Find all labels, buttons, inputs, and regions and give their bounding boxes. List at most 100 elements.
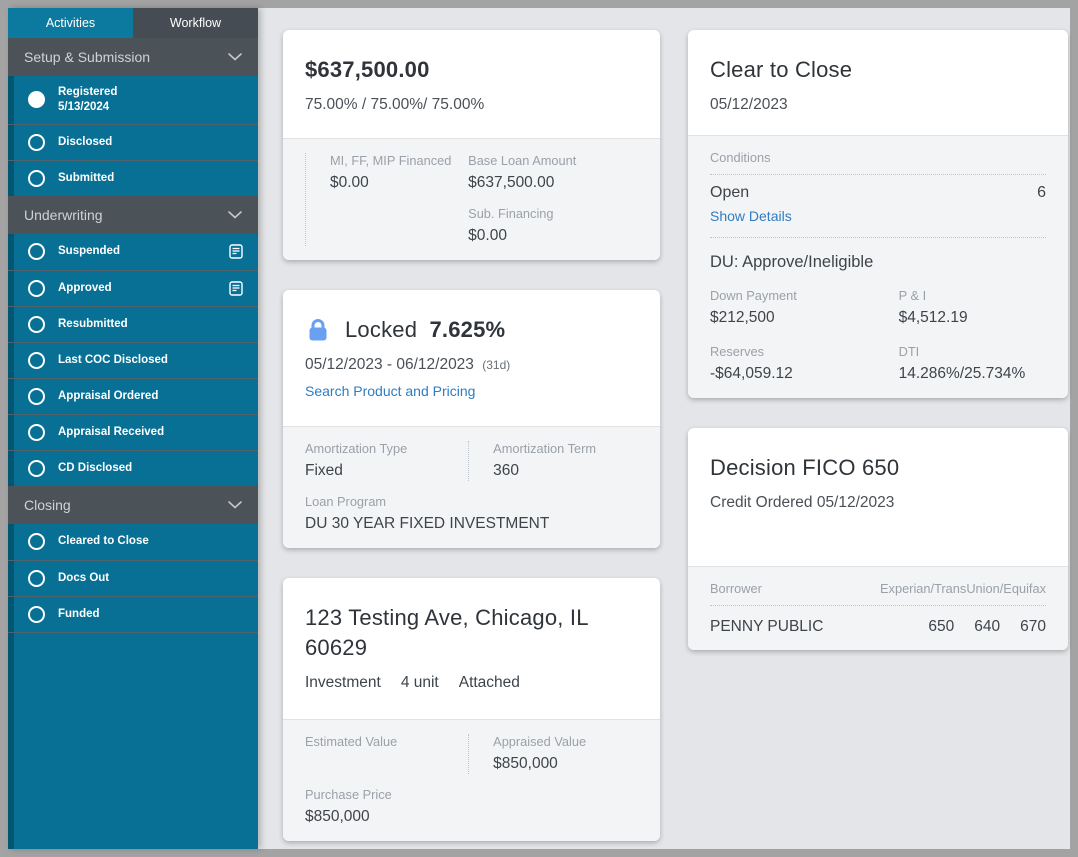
search-product-pricing-link[interactable]: Search Product and Pricing (305, 382, 476, 399)
mi-ff-mip-field: MI, FF, MIP Financed $0.00 (305, 153, 468, 246)
milestone-sidebar: Activities Workflow Setup & Submission R… (8, 8, 258, 849)
field-value: $637,500.00 (468, 174, 555, 191)
section-setup-submission[interactable]: Setup & Submission (8, 38, 258, 76)
loan-amount-card: $637,500.00 75.00% / 75.00%/ 75.00% Base… (283, 30, 660, 260)
milestone-docs-out[interactable]: Docs Out (8, 559, 258, 596)
conditions-panel: Conditions Open 6 Show Details DU: Appro… (688, 135, 1068, 398)
tab-workflow[interactable]: Workflow (133, 8, 258, 38)
loan-amount-title: $637,500.00 (305, 57, 430, 82)
units-tag: 4 unit (400, 674, 439, 692)
milestone-cleared-to-close[interactable]: Cleared to Close (8, 524, 258, 560)
milestone-pending-icon (28, 169, 45, 187)
chevron-down-icon (228, 211, 242, 219)
field-value: $4,512.19 (898, 309, 968, 326)
milestone-name: Registered (58, 86, 118, 98)
field-value: $0.00 (468, 227, 507, 244)
du-status: DU: Approve/Ineligible (710, 253, 874, 271)
milestone-label: Disclosed (58, 135, 113, 148)
field-label: Sub. Financing (468, 206, 554, 221)
field-label: DTI (898, 344, 920, 359)
conditions-label: Conditions (710, 150, 771, 165)
estimated-value-field: Estimated Value (305, 734, 468, 774)
milestone-registered[interactable]: Registered 5/13/2024 (8, 76, 258, 124)
milestone-disclosed[interactable]: Disclosed (8, 123, 258, 160)
property-address-title: 123 Testing Ave, Chicago, IL 60629 (305, 605, 588, 660)
dotted-divider (710, 174, 1046, 175)
milestone-appraisal-received[interactable]: Appraisal Received (8, 413, 258, 450)
show-details-link[interactable]: Show Details (710, 208, 792, 224)
ctc-metrics-grid: Down Payment $212,500 P & I $4,512.19 Re… (710, 288, 1046, 384)
milestone-funded[interactable]: Funded (8, 595, 258, 632)
transunion-score: 640 (974, 618, 1001, 635)
borrower-column-label: Borrower (710, 581, 762, 596)
field-value: $0.00 (330, 174, 369, 191)
section-label: Underwriting (24, 206, 103, 223)
milestone-label: CD Disclosed (58, 461, 133, 474)
lock-icon (309, 318, 327, 341)
clear-to-close-card: Clear to Close 05/12/2023 Conditions Ope… (688, 30, 1068, 398)
field-value: DU 30 YEAR FIXED INVESTMENT (305, 515, 550, 532)
milestone-pending-icon (28, 351, 45, 369)
milestone-cd-disclosed[interactable]: CD Disclosed (8, 449, 258, 486)
milestone-complete-icon (28, 91, 45, 109)
milestone-appraisal-ordered[interactable]: Appraisal Ordered (8, 377, 258, 414)
dti-field: DTI 14.286%/25.734% (875, 344, 1046, 384)
milestone-suspended[interactable]: Suspended (8, 234, 258, 270)
section-closing[interactable]: Closing (8, 485, 258, 524)
milestone-label: Funded (58, 607, 100, 620)
milestone-resubmitted[interactable]: Resubmitted (8, 305, 258, 342)
loan-summary-main: $637,500.00 75.00% / 75.00%/ 75.00% Base… (258, 8, 1070, 849)
milestone-label: Docs Out (58, 571, 110, 584)
milestone-label: Appraisal Received (58, 425, 165, 438)
property-attributes: Investment 4 unit Attached (305, 674, 638, 692)
experian-score: 650 (928, 618, 955, 635)
property-card: 123 Testing Ave, Chicago, IL 60629 Inves… (283, 578, 660, 841)
attachment-tag: Attached (458, 674, 520, 692)
document-icon[interactable] (228, 243, 244, 260)
credit-scores-header: Borrower Experian/TransUnion/Equifax (710, 581, 1046, 596)
open-label: Open (710, 184, 750, 201)
chevron-down-icon (228, 53, 242, 61)
base-loan-amount-field: Base Loan Amount $637,500.00 (468, 153, 638, 193)
decision-fico-card: Decision FICO 650 Credit Ordered 05/12/2… (688, 428, 1068, 650)
open-conditions-row: Open 6 (710, 184, 1046, 202)
equifax-score: 670 (1020, 618, 1046, 635)
field-label: Purchase Price (305, 787, 392, 802)
field-value: $850,000 (305, 808, 370, 825)
section-label: Closing (24, 496, 71, 513)
chevron-down-icon (228, 501, 242, 509)
amortization-term-field: Amortization Term 360 (468, 441, 638, 481)
lock-details-panel: Amortization Type Fixed Amortization Ter… (283, 426, 660, 548)
milestone-last-coc-disclosed[interactable]: Last COC Disclosed (8, 341, 258, 378)
lock-status: Locked (345, 317, 418, 342)
milestone-date: 5/13/2024 (58, 100, 110, 113)
lock-date-range: 05/12/2023 - 06/12/2023 (305, 355, 474, 373)
milestone-submitted[interactable]: Submitted (8, 159, 258, 196)
milestone-pending-icon (28, 279, 45, 297)
milestone-list: Setup & Submission Registered 5/13/2024 … (8, 38, 258, 849)
document-icon[interactable] (228, 280, 244, 297)
field-label: Reserves (710, 344, 765, 359)
amortization-type-field: Amortization Type Fixed (305, 441, 468, 481)
decision-fico-title: Decision FICO 650 (710, 455, 900, 480)
section-underwriting[interactable]: Underwriting (8, 195, 258, 234)
lock-status-title: Locked 7.625% (345, 315, 505, 345)
field-value (305, 755, 468, 774)
milestone-pending-icon (28, 459, 45, 477)
p-and-i-field: P & I $4,512.19 (875, 288, 1046, 328)
milestone-approved[interactable]: Approved (8, 269, 258, 306)
lock-days-count: (31d) (482, 357, 511, 372)
occupancy-tag: Investment (305, 674, 381, 692)
field-label: P & I (898, 288, 927, 303)
milestone-pending-icon (28, 423, 45, 441)
milestone-label: Approved (58, 281, 112, 294)
milestone-label: Registered 5/13/2024 (58, 85, 117, 115)
app-window: Activities Workflow Setup & Submission R… (8, 8, 1070, 849)
field-label: Down Payment (710, 288, 797, 303)
field-value: 360 (493, 462, 520, 479)
tab-activities[interactable]: Activities (8, 8, 133, 38)
field-label: MI, FF, MIP Financed (330, 153, 452, 168)
down-payment-field: Down Payment $212,500 (710, 288, 875, 328)
field-value: 14.286%/25.734% (898, 365, 1026, 382)
loan-amount-details-panel: Base Loan Amount $637,500.00 MI, FF, MIP… (283, 138, 660, 260)
